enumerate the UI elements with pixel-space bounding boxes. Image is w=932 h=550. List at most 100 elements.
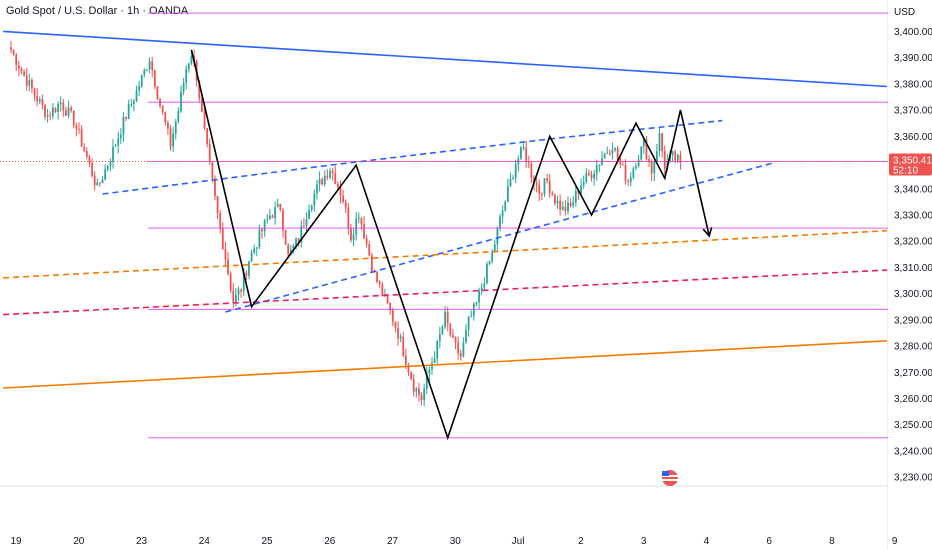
candle-body — [433, 358, 436, 363]
candle-body — [376, 271, 378, 283]
projection-arrowhead — [702, 227, 713, 238]
candle-body — [28, 79, 31, 86]
candle-body — [616, 148, 619, 159]
candle-body — [31, 79, 33, 89]
price-tick-label: 3,380.000 — [894, 79, 932, 90]
candle-body — [538, 184, 541, 194]
candle-body — [33, 88, 36, 96]
candle-body — [470, 315, 473, 318]
candle-body — [156, 86, 159, 99]
candle-body — [12, 49, 15, 55]
event-flag-stripe — [662, 475, 678, 477]
candle-body — [206, 128, 209, 145]
candle-body — [574, 190, 577, 203]
candle-body — [378, 282, 381, 285]
candle-body — [676, 154, 679, 161]
candle-body — [418, 388, 420, 395]
candle-body — [15, 54, 18, 66]
candle-body — [548, 180, 551, 194]
candle-body — [478, 291, 480, 303]
candle-body — [122, 116, 125, 135]
candle-body — [198, 80, 201, 99]
candle-body — [169, 128, 172, 147]
candle-body — [588, 173, 590, 175]
candle-body — [75, 125, 78, 129]
price-axis[interactable]: USD 3,400.000 3,390.000 3,380.000 3,370.000… — [888, 0, 932, 550]
time-tick-label: 9 — [892, 536, 898, 547]
price-tick-label: 3,280.000 — [894, 342, 932, 353]
candle-body — [674, 151, 677, 161]
candle-body — [410, 372, 412, 380]
candle-body — [292, 245, 295, 250]
candle-body — [679, 154, 682, 163]
candle-body — [465, 330, 467, 343]
price-tick-label: 3,230.000 — [894, 473, 932, 484]
drawing-layer — [3, 12, 888, 441]
candle-body — [394, 322, 397, 328]
candle-body — [504, 201, 507, 211]
time-tick-label: 4 — [704, 536, 710, 547]
candle-body — [509, 178, 512, 187]
candle-body — [493, 244, 496, 253]
event-flag-icon[interactable] — [662, 470, 678, 486]
candle-body — [347, 207, 350, 229]
candle-body — [321, 179, 324, 185]
candle-body — [271, 215, 274, 218]
time-axis[interactable]: 19 20 23 24 25 26 27 30 Jul 2 3 4 6 8 9 — [10, 536, 897, 547]
candle-body — [289, 249, 292, 255]
chart-title: Gold Spot / U.S. Dollar · 1h · OANDA — [6, 5, 189, 17]
candle-body — [357, 217, 360, 219]
candle-body — [91, 162, 93, 176]
candle-body — [344, 201, 347, 208]
candle-body — [642, 139, 645, 147]
candle-body — [305, 219, 308, 226]
time-tick-label: 24 — [199, 536, 211, 547]
candle-body — [57, 104, 59, 112]
candle-body — [310, 205, 313, 210]
candle-body — [59, 102, 62, 105]
candle-body — [339, 187, 342, 196]
candle-body — [391, 310, 394, 323]
candle-body — [381, 284, 384, 296]
candle-body — [360, 217, 363, 225]
candle-body — [72, 110, 75, 126]
candle-body — [70, 107, 73, 111]
time-tick-label: 6 — [766, 536, 772, 547]
candle-body — [423, 388, 426, 401]
candle-body — [138, 86, 141, 91]
candle-body — [496, 228, 499, 245]
candle-body — [585, 173, 588, 182]
event-flag-stripe — [662, 479, 678, 481]
candle-body — [483, 283, 486, 288]
candle-body — [627, 180, 630, 183]
candle-body — [211, 162, 214, 179]
candle-body — [119, 134, 122, 139]
candle-body — [462, 342, 465, 357]
currency-label: USD — [894, 7, 915, 18]
candle-body — [151, 61, 154, 71]
price-tick-label: 3,310.000 — [894, 263, 932, 274]
candle-body — [130, 103, 133, 105]
last-price-value: 3,350.410 — [893, 155, 932, 166]
candle-body — [454, 337, 457, 343]
candle-body — [174, 121, 177, 134]
candle-body — [96, 182, 99, 186]
candle-body — [323, 175, 326, 185]
time-tick-label: 23 — [136, 536, 148, 547]
last-price-badge-box — [889, 153, 932, 176]
countdown-value: 52:10 — [893, 165, 918, 176]
candle-body — [114, 145, 117, 147]
candle-body — [62, 102, 65, 111]
candle-body — [501, 210, 504, 217]
time-tick-label: 30 — [450, 536, 462, 547]
price-tick-label: 3,330.000 — [894, 210, 932, 221]
candle-body — [444, 311, 446, 327]
candle-body — [161, 106, 164, 113]
candle-body — [614, 148, 616, 150]
candle-body — [590, 174, 593, 179]
last-price-badge: 3,350.41052:10 — [0, 153, 932, 176]
candle-body — [595, 165, 598, 174]
candle-body — [185, 68, 188, 83]
candle-body — [297, 238, 300, 243]
